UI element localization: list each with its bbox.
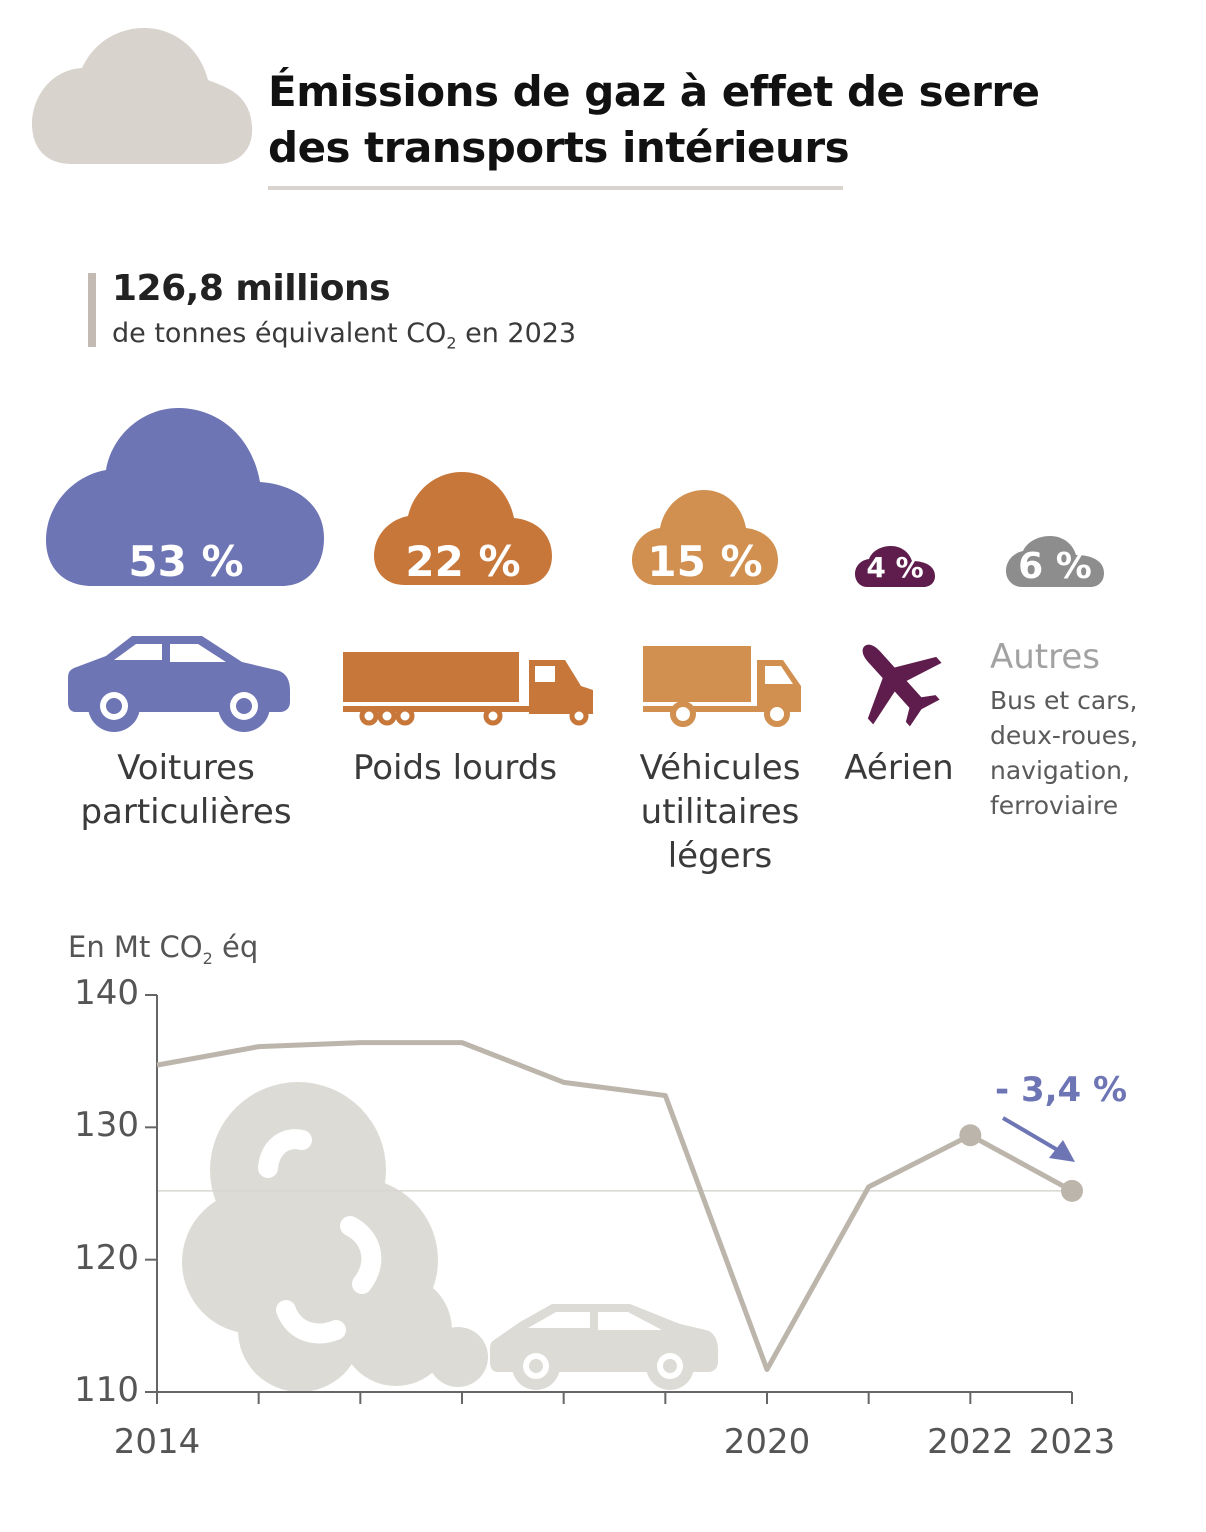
change-annotation: - 3,4 %: [995, 1070, 1128, 1110]
van-icon: [643, 646, 801, 727]
x-tick-label: 2023: [1028, 1422, 1116, 1462]
page-title: Émissions de gaz à effet de serre des tr…: [268, 64, 1128, 176]
total-value: 126,8 millions: [112, 268, 391, 309]
header-cloud-icon: [32, 28, 253, 164]
car-icon: [68, 636, 290, 732]
y-tick-label: 120: [74, 1237, 139, 1278]
data-point-2023: [1061, 1179, 1083, 1202]
airplane-icon: [862, 644, 942, 727]
others-title: Autres: [990, 637, 1101, 677]
category-label-trucks: Poids lourds: [352, 748, 558, 788]
total-unit: de tonnes équivalent CO2 en 2023: [112, 318, 577, 353]
share-cloud-air: [855, 546, 935, 587]
share-pct-vans: 15 %: [647, 537, 763, 586]
series-line: [156, 1040, 1074, 1373]
share-cloud-others: [1006, 536, 1104, 587]
title-underline: [268, 186, 843, 190]
category-label-vans: Véhicules utilitaires légers: [639, 748, 801, 876]
y-tick-label: 110: [74, 1370, 139, 1410]
share-cloud-trucks: [374, 472, 552, 585]
category-label-cars: Voitures particulières: [80, 748, 292, 832]
chart-car-icon: [490, 1304, 718, 1390]
title-line-2: des transports intérieurs: [268, 123, 850, 172]
others-description: Bus et cars, deux-roues, navigation, fer…: [990, 686, 1139, 820]
share-pct-trucks: 22 %: [405, 537, 521, 586]
truck-icon: [343, 652, 593, 726]
share-cloud-cars: [46, 408, 324, 586]
share-pct-cars: 53 %: [128, 537, 244, 586]
change-arrow-icon: [1001, 1116, 1075, 1162]
share-pct-others: 6 %: [1018, 546, 1092, 587]
smoke-swirls: [258, 1129, 382, 1344]
total-accent-bar: [88, 273, 96, 347]
y-tick-label: 140: [74, 973, 139, 1013]
x-tick-label: 2022: [927, 1422, 1014, 1462]
smoke-illustration: [182, 1082, 488, 1392]
title-line-1: Émissions de gaz à effet de serre: [268, 67, 1040, 116]
x-tick-label: 2014: [113, 1422, 201, 1462]
data-point-2022: [959, 1124, 982, 1147]
category-label-air: Aérien: [844, 748, 954, 788]
share-cloud-vans: [632, 490, 778, 585]
x-tick-label: 2020: [723, 1422, 811, 1462]
share-pct-air: 4 %: [866, 551, 924, 584]
y-tick-label: 130: [74, 1105, 139, 1146]
chart-unit-label: En Mt CO2 éq: [68, 930, 259, 968]
